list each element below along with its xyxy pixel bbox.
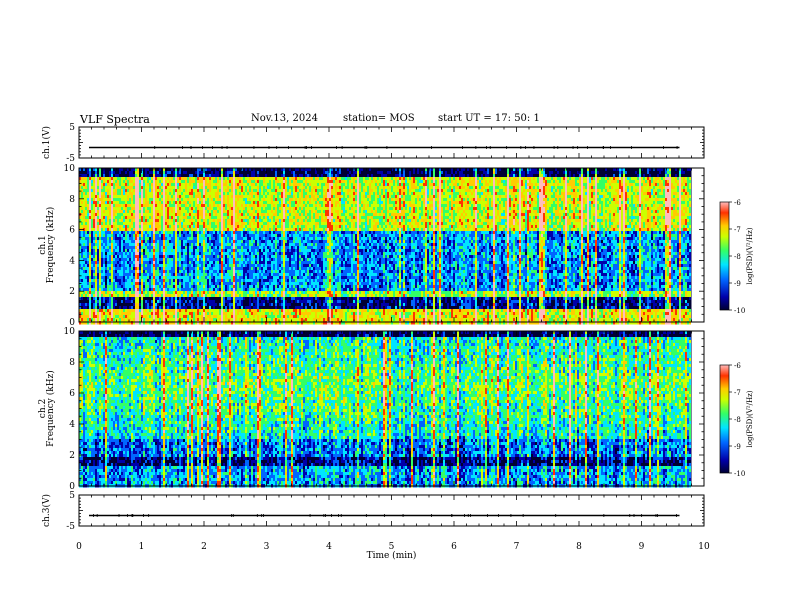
- y-tick-label: 8: [69, 358, 75, 368]
- colorbar-label: log(PSD)(V²/Hz): [746, 390, 754, 447]
- y-tick-label: 4: [69, 420, 75, 430]
- y-tick-label: 6: [69, 226, 75, 236]
- waveform-ch3: [89, 514, 680, 517]
- y-axis-label: ch.1(V): [41, 126, 52, 159]
- x-tick-label: 1: [139, 542, 145, 552]
- y-tick-label: 8: [69, 195, 75, 205]
- colorbar-tick-label: -8: [734, 416, 741, 424]
- x-tick-label: 6: [451, 542, 457, 552]
- colorbar-label: log(PSD)(V²/Hz): [746, 227, 754, 284]
- colorbar: [720, 365, 729, 473]
- spectrogram-ch2: [79, 331, 692, 488]
- colorbar: [720, 202, 729, 310]
- spectrogram-ch1: [79, 168, 692, 325]
- y-tick-label: 5: [69, 123, 75, 133]
- colorbar-tick-label: -9: [734, 443, 741, 451]
- x-tick-label: 7: [514, 542, 520, 552]
- y-axis-label: Frequency (kHz): [45, 370, 56, 447]
- y-tick-label: 4: [69, 256, 75, 266]
- x-axis-label: Time (min): [367, 550, 417, 561]
- y-axis-label: Frequency (kHz): [45, 207, 56, 284]
- x-tick-label: 4: [326, 542, 332, 552]
- x-tick-label: 2: [201, 542, 207, 552]
- colorbar-tick-label: -7: [734, 226, 741, 234]
- colorbar-tick-label: -7: [734, 389, 741, 397]
- x-tick-label: 9: [639, 542, 645, 552]
- y-tick-label: 10: [64, 164, 76, 174]
- x-tick-label: 0: [76, 542, 82, 552]
- y-axis-label: ch.3(V): [41, 494, 52, 527]
- y-tick-label: 5: [69, 491, 75, 501]
- x-tick-label: 8: [576, 542, 582, 552]
- x-tick-label: 10: [698, 542, 710, 552]
- colorbar-tick-label: -6: [734, 199, 741, 207]
- y-tick-label: 10: [64, 327, 76, 337]
- vlf-figure: 5-5ch.1(V)0246810ch.1Frequency (kHz)0246…: [0, 0, 792, 612]
- colorbar-tick-label: -6: [734, 362, 741, 370]
- colorbar-tick-label: -9: [734, 280, 741, 288]
- y-tick-label: 6: [69, 389, 75, 399]
- colorbar-tick-label: -10: [734, 307, 745, 315]
- colorbar-tick-label: -10: [734, 470, 745, 478]
- y-tick-label: 2: [69, 451, 75, 461]
- x-tick-label: 3: [264, 542, 270, 552]
- y-tick-label: -5: [66, 154, 75, 164]
- y-tick-label: 2: [69, 287, 75, 297]
- y-tick-label: -5: [66, 522, 75, 532]
- waveform-ch1: [89, 146, 680, 149]
- colorbar-tick-label: -8: [734, 253, 741, 261]
